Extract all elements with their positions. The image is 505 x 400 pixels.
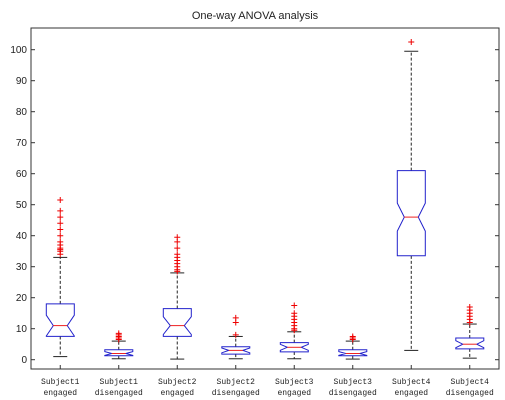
x-tick-label: disengaged <box>446 389 494 398</box>
x-axis: Subject1 engaged Subject1 disengaged Subject… <box>41 365 494 398</box>
x-tick-label: engaged <box>277 389 311 398</box>
notched-box <box>45 303 75 337</box>
outlier-marker <box>174 251 181 258</box>
box-group <box>338 333 368 360</box>
box-group <box>455 304 485 359</box>
y-axis: 0 10 20 30 40 50 60 70 80 90 100 <box>10 45 499 366</box>
y-tick-label: 0 <box>21 355 27 366</box>
box-group <box>221 314 251 360</box>
x-tick-label: Subject4 <box>451 378 490 387</box>
x-tick-label: Subject4 <box>392 378 431 387</box>
y-tick-label: 100 <box>10 45 27 56</box>
outlier-marker <box>57 197 64 204</box>
outlier-marker <box>291 310 298 317</box>
outlier-marker <box>232 331 239 338</box>
notched-box <box>279 342 309 353</box>
outlier-marker <box>349 333 356 340</box>
y-tick-label: 80 <box>16 107 28 118</box>
x-tick-label: Subject2 <box>217 378 256 387</box>
outlier-marker <box>57 232 64 239</box>
notched-box <box>396 170 426 257</box>
outlier-marker <box>57 226 64 233</box>
box-group <box>104 330 134 360</box>
notched-box <box>104 349 134 357</box>
y-tick-label: 50 <box>16 200 28 211</box>
x-tick-label: disengaged <box>329 389 377 398</box>
notched-box <box>162 308 192 337</box>
x-tick-label: Subject1 <box>100 378 139 387</box>
y-tick-label: 60 <box>16 169 28 180</box>
notched-box <box>338 349 368 357</box>
y-tick-label: 70 <box>16 138 28 149</box>
outlier-marker <box>57 207 64 214</box>
x-tick-label: Subject3 <box>334 378 373 387</box>
y-tick-label: 10 <box>16 324 28 335</box>
boxes-layer <box>45 38 485 360</box>
notched-box <box>455 337 485 350</box>
x-tick-label: engaged <box>394 389 428 398</box>
outlier-marker <box>466 304 473 310</box>
x-tick-label: disengaged <box>95 389 143 398</box>
outlier-marker <box>291 302 298 309</box>
y-tick-label: 20 <box>16 293 28 304</box>
x-tick-label: Subject1 <box>41 378 80 387</box>
y-tick-label: 40 <box>16 231 28 242</box>
x-tick-label: engaged <box>160 389 194 398</box>
x-tick-label: disengaged <box>212 389 260 398</box>
box-group <box>45 197 75 358</box>
x-tick-label: engaged <box>43 389 77 398</box>
box-group <box>396 38 426 351</box>
box-group <box>279 302 309 360</box>
outlier-marker <box>115 330 122 337</box>
notched-box <box>221 346 251 355</box>
outlier-marker <box>57 238 64 245</box>
y-tick-label: 30 <box>16 262 28 273</box>
y-tick-label: 90 <box>16 76 28 87</box>
outlier-marker <box>57 214 64 221</box>
chart-title: One-way ANOVA analysis <box>192 10 319 22</box>
outlier-marker <box>232 314 239 321</box>
x-tick-label: Subject3 <box>275 378 314 387</box>
x-tick-label: Subject2 <box>158 378 197 387</box>
outlier-marker <box>174 234 181 241</box>
plot-area-frame <box>30 27 500 370</box>
outlier-marker <box>57 220 64 227</box>
outlier-marker <box>174 245 181 252</box>
box-group <box>162 234 192 360</box>
outlier-marker <box>408 38 415 45</box>
